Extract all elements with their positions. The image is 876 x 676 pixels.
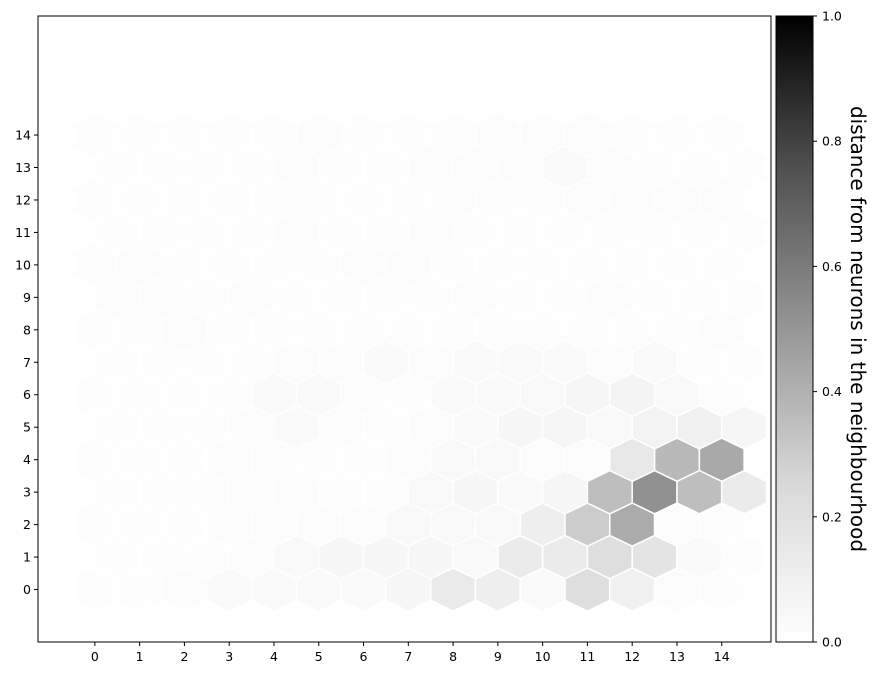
x-tick-label: 11	[579, 649, 595, 664]
y-tick-label: 6	[23, 387, 31, 402]
x-tick-label: 9	[494, 649, 502, 664]
x-axis: 0 1 2 3 4 5 6 7 8 9 10 11 12 13 14	[91, 642, 730, 664]
y-tick-label: 1	[23, 550, 31, 565]
y-tick-label: 0	[23, 582, 31, 597]
y-tick-label: 2	[23, 517, 31, 532]
y-tick-label: 5	[23, 420, 31, 435]
colorbar: 0.0 0.2 0.4 0.6 0.8 1.0 distance from neurons…	[775, 9, 870, 650]
y-tick-label: 4	[23, 452, 31, 467]
y-tick-label: 12	[15, 192, 31, 207]
x-tick-label: 8	[449, 649, 457, 664]
colorbar-tick-label: 1.0	[822, 9, 842, 24]
y-tick-label: 13	[15, 160, 31, 175]
x-tick-label: 0	[91, 649, 99, 664]
colorbar-tick-label: 0.8	[822, 134, 842, 149]
hex-cell	[698, 112, 745, 158]
x-tick-label: 4	[270, 649, 278, 664]
colorbar-tick-label: 0.4	[822, 384, 842, 399]
y-tick-label: 14	[15, 128, 31, 143]
x-tick-label: 7	[404, 649, 412, 664]
colorbar-ticks: 0.0 0.2 0.4 0.6 0.8 1.0	[813, 9, 842, 650]
y-tick-label: 11	[15, 225, 31, 240]
x-tick-label: 3	[225, 649, 233, 664]
x-tick-label: 6	[360, 649, 368, 664]
y-tick-label: 7	[23, 355, 31, 370]
x-tick-label: 5	[315, 649, 323, 664]
plot-area	[37, 15, 772, 643]
y-tick-label: 3	[23, 485, 31, 500]
y-tick-label: 8	[23, 322, 31, 337]
y-tick-label: 9	[23, 290, 31, 305]
colorbar-tick-label: 0.0	[822, 635, 842, 650]
colorbar-tick-label: 0.6	[822, 259, 842, 274]
x-tick-label: 12	[624, 649, 640, 664]
hex-cells	[71, 112, 768, 613]
x-tick-label: 14	[714, 649, 730, 664]
colorbar-label: distance from neurons in the neighbourho…	[846, 106, 870, 552]
colorbar-gradient	[775, 15, 814, 643]
x-tick-label: 10	[535, 649, 551, 664]
y-tick-label: 10	[15, 257, 31, 272]
x-tick-label: 13	[669, 649, 685, 664]
x-tick-label: 1	[136, 649, 144, 664]
x-tick-label: 2	[180, 649, 188, 664]
plot-frame	[37, 15, 772, 643]
colorbar-tick-label: 0.2	[822, 509, 842, 524]
